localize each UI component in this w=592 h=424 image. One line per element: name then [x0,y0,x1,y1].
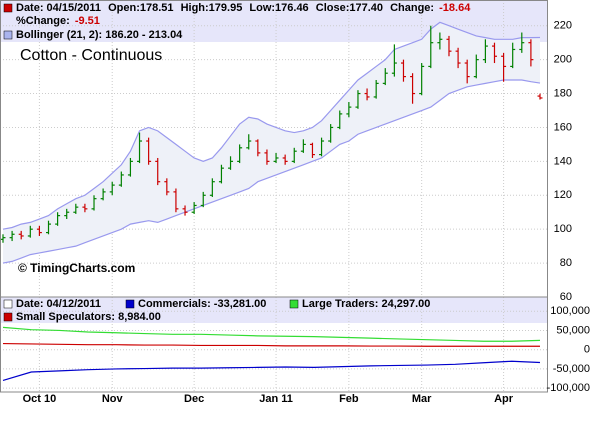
y-tick-label: 140 [554,155,572,167]
y-tick-label: -50,000 [553,363,590,375]
band-line [2,21,541,230]
legend-text: Small Speculators: 8,984.00 [16,311,161,323]
legend-text: Commercials: -33,281.00 [138,298,266,310]
legend-field: Open:178.51 [108,2,173,14]
legend-field: High:179.95 [181,2,243,14]
y-tick-label: 160 [554,121,572,133]
x-tick-label: Oct 10 [23,393,57,405]
y-tick-label: 100,000 [550,305,590,317]
legend-swatch [3,299,13,309]
y-tick-label: 100 [554,223,572,235]
legend-text: %Change: -9.51 [16,15,100,27]
legend-swatch [3,312,13,322]
y-tick-label: 0 [584,344,590,356]
x-tick-label: Nov [102,393,124,405]
x-tick-label: Mar [412,393,432,405]
legend-swatch [289,299,299,309]
legend-field: -18.64 [439,2,471,14]
y-tick-label: 60 [560,291,572,303]
legend-field: Change: [390,2,434,14]
series-line [2,360,541,382]
legend-field: -9.51 [75,15,100,27]
legend-bottom: Date: 04/12/2011 Commercials: -33,281.00… [3,298,430,323]
y-tick-label: 220 [554,20,572,32]
x-tick-label: Dec [184,393,204,405]
y-tick-label: 120 [554,189,572,201]
x-tick-label: Apr [494,393,514,405]
y-tick-label: 180 [554,87,572,99]
y-tick-label: -100,000 [547,382,590,394]
series-line [2,342,541,347]
legend-field: Date: 04/15/2011 [16,2,101,14]
legend-field: %Change: [16,15,70,27]
series-line [2,326,541,342]
y-tick-label: 50,000 [556,324,590,336]
watermark: © TimingCharts.com [18,261,135,275]
band-fill [3,22,540,264]
x-tick-label: Feb [339,393,359,405]
chart-title: Cotton - Continuous [20,47,162,64]
lower-frame [0,296,548,393]
legend-swatch [125,299,135,309]
legend-swatch [3,3,13,13]
legend-text: Date: 04/15/2011 Open:178.51 High:179.95… [16,2,471,14]
legend-field: Close:177.40 [316,2,383,14]
y-tick-label: 80 [560,257,572,269]
y-tick-label: 200 [554,54,572,66]
band-line [2,79,541,264]
legend-text: Bollinger (21, 2): 186.20 - 213.04 [16,29,183,41]
legend-text: Date: 04/12/2011 [16,298,101,310]
lower-header-band [0,297,548,323]
x-tick-label: Jan 11 [259,393,293,405]
legend-swatch [3,30,13,40]
plot [0,21,543,382]
legend-text: Large Traders: 24,297.00 [302,298,430,310]
legend-field: Low:176.46 [249,2,308,14]
legend-top: Date: 04/15/2011 Open:178.51 High:179.95… [3,2,471,41]
